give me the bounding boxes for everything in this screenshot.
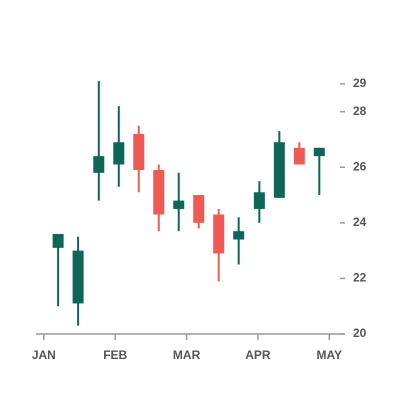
x-tick-label: MAR [173, 348, 201, 362]
x-tick-label: APR [245, 348, 271, 362]
y-tick-label: 26 [353, 159, 367, 173]
candle-body [133, 133, 145, 171]
x-tick-label: JAN [32, 348, 56, 362]
candle-body [193, 195, 205, 223]
candle-body [72, 250, 84, 304]
y-tick-label: 20 [353, 326, 367, 340]
candle-body [52, 233, 64, 248]
candle-body [213, 214, 225, 254]
candle-body [153, 170, 165, 215]
candle-body [293, 147, 305, 165]
y-tick-label: 22 [353, 271, 367, 285]
candle-body [273, 142, 285, 198]
x-tick-label: MAY [317, 348, 343, 362]
y-tick-label: 28 [353, 104, 367, 118]
candle-body [253, 192, 265, 209]
candle-body [233, 231, 245, 240]
candle-body [173, 200, 185, 209]
y-tick-label: 24 [353, 215, 367, 229]
x-tick-label: FEB [103, 348, 127, 362]
candle-body [93, 156, 105, 173]
candle-body [313, 147, 325, 157]
y-tick-label: 29 [353, 76, 367, 90]
candle-body [113, 142, 125, 165]
